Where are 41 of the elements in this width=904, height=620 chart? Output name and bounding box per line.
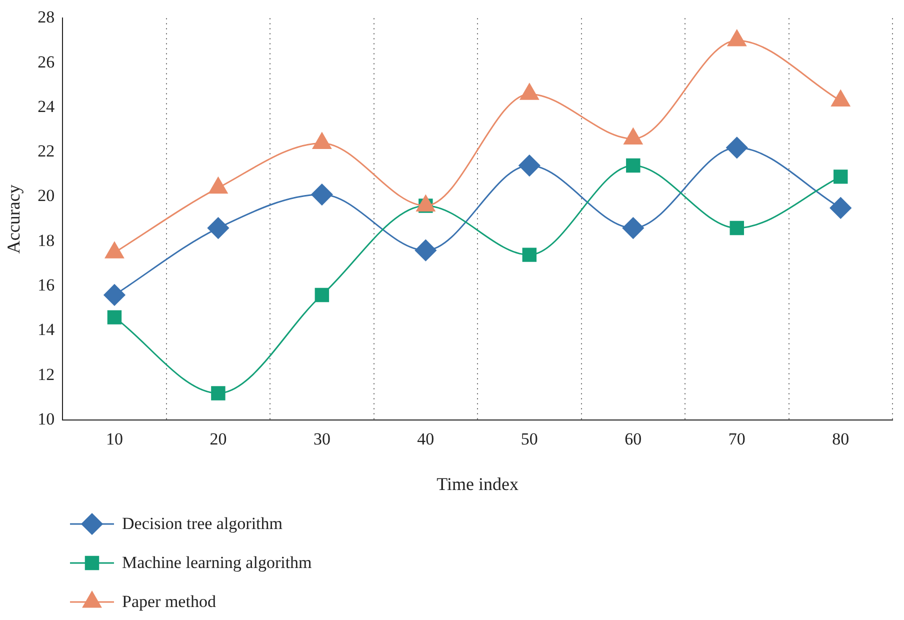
x-tick-label: 50	[520, 430, 538, 449]
point	[831, 90, 850, 107]
y-tick-label: 22	[38, 142, 55, 161]
point	[726, 136, 748, 158]
x-tick-label: 40	[417, 430, 434, 449]
x-axis-title: Time index	[436, 474, 518, 494]
y-axis-title: Accuracy	[4, 184, 24, 254]
point	[626, 158, 640, 173]
legend-label: Machine learning algorithm	[122, 552, 312, 572]
point	[522, 248, 537, 262]
point	[211, 386, 226, 400]
y-tick-label: 14	[38, 320, 56, 340]
x-tick-label: 70	[728, 430, 746, 449]
point	[727, 30, 746, 46]
x-tick-label: 30	[313, 430, 330, 449]
x-tick-label: 10	[106, 430, 123, 449]
y-tick-label: 10	[38, 409, 55, 428]
x-tick-label: 20	[210, 430, 227, 449]
point	[520, 83, 539, 100]
point	[730, 220, 744, 236]
point	[830, 197, 852, 219]
y-tick-label: 26	[38, 52, 55, 72]
point	[622, 217, 644, 239]
point	[834, 170, 848, 184]
point	[311, 184, 333, 206]
point	[518, 154, 540, 176]
point	[314, 288, 330, 302]
legend-label: Paper method	[122, 592, 216, 612]
y-tick-label: 12	[38, 364, 55, 384]
point	[107, 310, 122, 324]
point	[414, 240, 436, 262]
y-tick-label: 24	[38, 96, 56, 116]
point	[207, 217, 229, 239]
x-tick-label: 60	[624, 430, 642, 449]
y-tick-label: 16	[38, 276, 55, 295]
x-tick-label: 80	[832, 430, 850, 449]
point	[104, 284, 126, 306]
y-tick-label: 18	[38, 230, 55, 250]
y-tick-label: 20	[38, 186, 55, 206]
y-tick-label: 28	[38, 8, 55, 27]
legend-label: Decision tree algorithm	[122, 514, 283, 534]
